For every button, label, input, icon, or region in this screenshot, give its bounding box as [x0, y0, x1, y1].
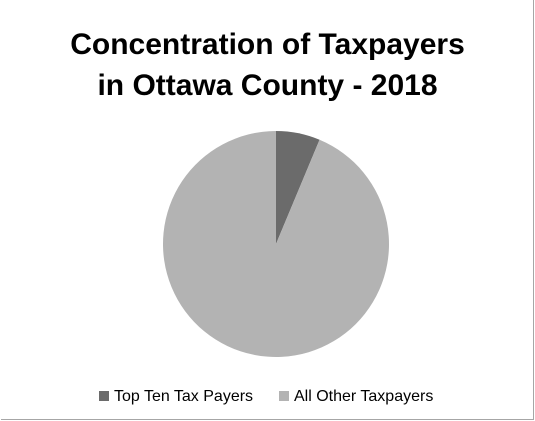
frame-corner — [0, 410, 1, 421]
chart-title-line-2: in Ottawa County - 2018 — [97, 69, 438, 102]
pie-slices — [163, 131, 390, 357]
legend: Top Ten Tax Payers All Other Taxpayers — [99, 388, 433, 405]
legend-swatch-all-other — [279, 391, 289, 401]
chart-title: Concentration of Taxpayers in Ottawa Cou… — [0, 24, 535, 106]
pie-slice-all-other-taxpayers — [163, 131, 390, 357]
legend-swatch-top-ten — [99, 391, 109, 401]
pie-slice-top-ten-tax-payers — [276, 131, 320, 244]
legend-label-top-ten: Top Ten Tax Payers — [114, 388, 253, 405]
legend-label-all-other: All Other Taxpayers — [294, 388, 433, 405]
chart-title-line-1: Concentration of Taxpayers — [70, 28, 465, 61]
